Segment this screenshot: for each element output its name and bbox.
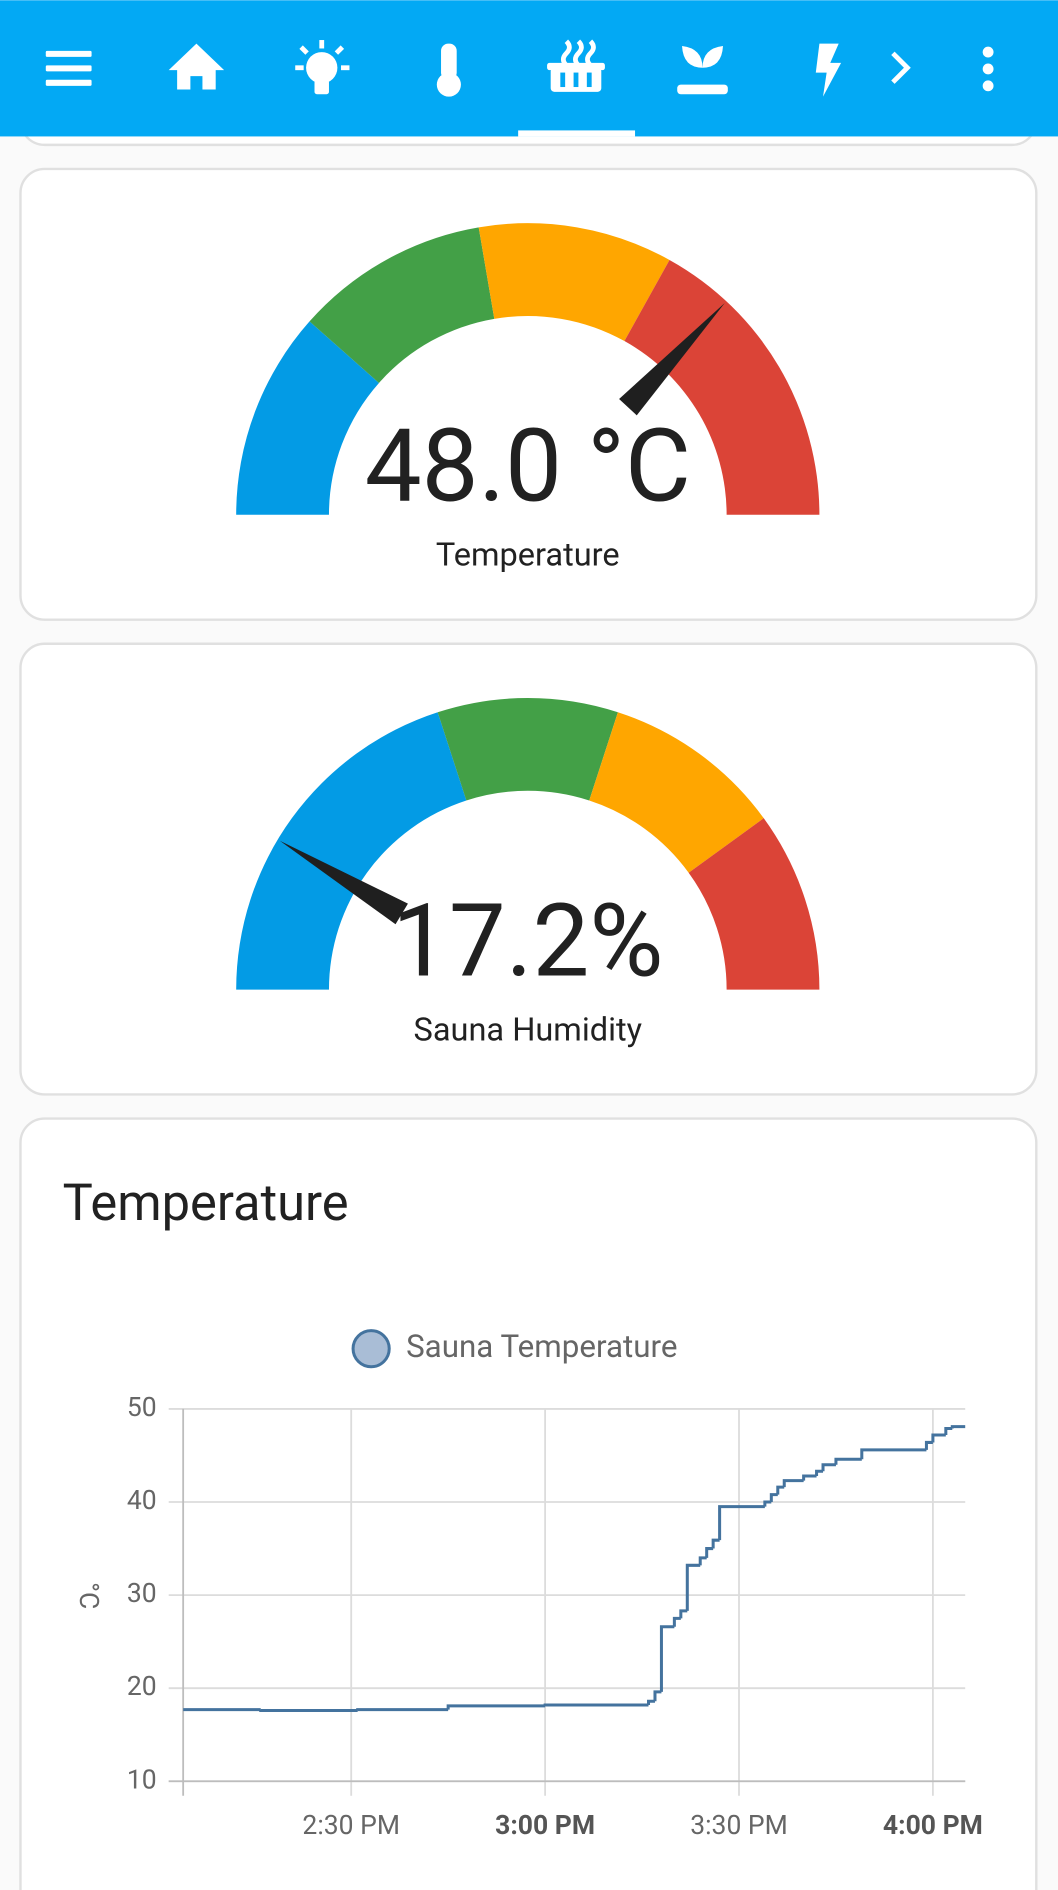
y-tick-label: 50 — [127, 1392, 157, 1423]
x-tick-label: 2:30 PM — [302, 1810, 400, 1841]
gauge-name: Sauna Humidity — [414, 1010, 642, 1048]
gauge: 48.0 °C Temperature — [236, 223, 820, 574]
line-step — [446, 1704, 546, 1710]
menu-button[interactable] — [45, 50, 92, 86]
overflow-menu[interactable] — [982, 46, 994, 92]
chart-card — [19, 1117, 1038, 1890]
line-step — [782, 1479, 804, 1488]
line-step — [776, 1485, 785, 1495]
gauge-segment — [437, 697, 618, 801]
line-step — [763, 1500, 772, 1507]
line-step — [834, 1457, 862, 1465]
line-step — [653, 1690, 662, 1702]
gauge-segment — [589, 712, 764, 873]
line-step — [860, 1448, 927, 1460]
gauge-value: 17.2% — [392, 881, 663, 1000]
line-step — [950, 1425, 966, 1429]
y-tick-label: 10 — [127, 1764, 157, 1795]
line-step — [769, 1493, 778, 1503]
gauge-segment — [624, 259, 820, 515]
line-step — [711, 1538, 720, 1549]
gauge-segment — [236, 712, 467, 990]
gauge-needle — [279, 840, 408, 925]
line-step — [931, 1433, 946, 1443]
gauge-segment — [309, 227, 495, 383]
gauges: 48.0 °C Temperature 17.2% Sauna Humidity — [236, 223, 820, 1048]
line-step — [705, 1547, 714, 1558]
line-step — [821, 1463, 836, 1472]
gauge: 17.2% Sauna Humidity — [236, 697, 820, 1048]
top-bar — [0, 0, 1058, 137]
line-step — [802, 1474, 817, 1481]
line-step — [659, 1625, 675, 1692]
y-tick-label: 30 — [127, 1578, 157, 1609]
y-tick-label: 40 — [127, 1485, 157, 1516]
line-step — [543, 1703, 649, 1707]
line-step — [679, 1609, 688, 1619]
gauge-segment — [236, 321, 379, 515]
legend-marker — [351, 1329, 391, 1369]
line-step — [672, 1616, 681, 1627]
line-step — [815, 1469, 824, 1476]
sauna-tab[interactable] — [547, 39, 605, 92]
line-step — [685, 1563, 701, 1611]
x-tick-label: 4:00 PM — [883, 1810, 983, 1841]
garden-tab[interactable] — [677, 46, 728, 95]
line-step — [718, 1505, 765, 1541]
y-axis-label: °C — [73, 1582, 104, 1609]
line-step — [647, 1699, 655, 1705]
active-tab-indicator — [518, 130, 636, 137]
app-bar — [0, 0, 1058, 137]
energy-tab[interactable] — [815, 43, 842, 97]
gauge-name: Temperature — [436, 536, 620, 574]
lights-tab[interactable] — [295, 40, 350, 95]
climate-tab[interactable] — [436, 43, 461, 97]
chart-title: Temperature — [63, 1174, 349, 1233]
history-chart: Temperature °C 10 20 30 40 50 2:30 PM 3:00 PM 3… — [63, 1174, 983, 1841]
legend-label: Sauna Temperature — [406, 1328, 677, 1365]
line-step — [698, 1556, 707, 1566]
gauge-segment — [688, 818, 820, 990]
home-tab[interactable] — [168, 43, 225, 90]
line-step — [259, 1709, 358, 1713]
gauge-segment — [478, 223, 670, 342]
y-tick-label: 20 — [127, 1671, 157, 1702]
line-step — [356, 1708, 449, 1712]
gauge-value: 48.0 °C — [365, 407, 691, 526]
line-step — [924, 1440, 933, 1450]
x-tick-label: 3:00 PM — [495, 1810, 595, 1841]
x-tick-label: 3:30 PM — [690, 1810, 788, 1841]
line-step — [944, 1426, 953, 1435]
gauge-needle — [619, 303, 725, 416]
more-tabs[interactable] — [891, 51, 911, 84]
